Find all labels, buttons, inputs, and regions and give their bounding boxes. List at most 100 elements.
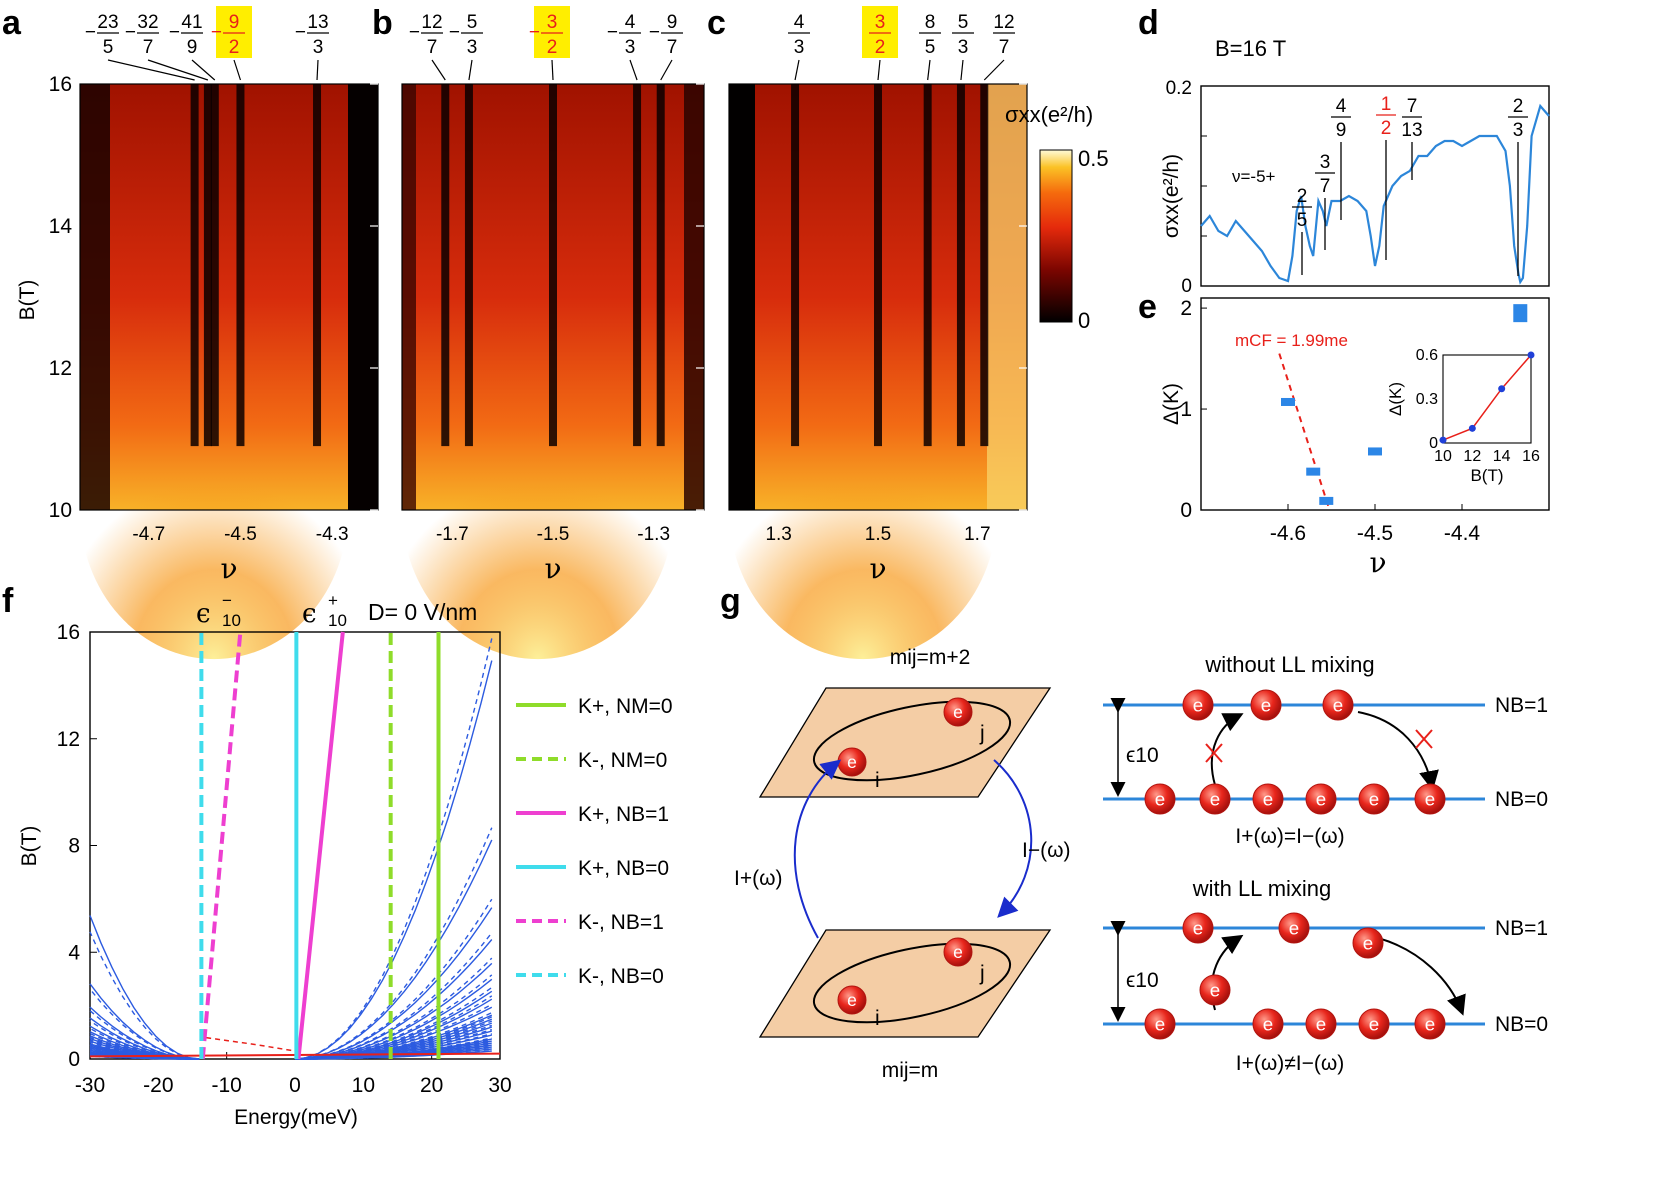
electron: e [1414,1008,1446,1040]
panel-label-a: a [2,4,22,42]
heatmap-minimum-stripe [633,84,642,447]
panel-f-eps-plus: ϵ + 10 [302,591,347,630]
landau-level-line [295,1045,492,1060]
fraction-label: 53 [952,12,974,81]
electron-label: e [1316,1013,1326,1034]
inset-x-tick: 12 [1463,448,1481,465]
gap-point [1368,447,1382,456]
fraction-denominator: 5 [925,37,936,58]
panel-f-y-tick: 16 [57,621,80,644]
panel-f-y-tick: 12 [57,728,80,751]
heatmap-minimum-stripe [549,84,557,447]
landau-level-line [294,1037,492,1060]
i-plus-arrow [793,759,842,939]
fraction-sign: − [125,22,136,43]
panel-e-points [1281,304,1528,505]
x-tick-label: -1.5 [537,524,570,545]
panel-f-x-tick: -10 [211,1074,241,1097]
panel-d-frame [1200,85,1550,287]
electron: e [1182,912,1214,944]
panel-label-g: g [720,582,741,620]
gap-point [1319,496,1334,505]
fraction-sign: − [295,22,306,43]
fraction-leader [191,59,216,81]
landau-level-line [294,827,493,1060]
inset-y-tick: 0.3 [1416,391,1438,408]
with-eps-label: ϵ10 [1126,969,1159,992]
fraction-label: −32 7 [125,12,209,81]
panel-f-eps-minus: ϵ − 10 [196,591,241,630]
panel-e-x-tick: -4.4 [1444,522,1481,545]
panel-f-landau-fan [89,638,501,1060]
fraction-denominator: 9 [1336,120,1347,141]
panel-e-y-tick: 0 [1180,499,1192,522]
heatmap-minimum-stripe [236,84,245,447]
fraction-sign: − [409,22,420,43]
electron-sphere [1252,1008,1284,1040]
panel-f-x-label: Energy(meV) [234,1106,358,1129]
electron: e [1322,689,1354,721]
x-tick-label: -4.7 [132,524,165,545]
panel-e-inset: 10 12 14 16 0 0.3 0.6 B(T) Δ(K) [1386,347,1540,485]
site-j: j [979,722,985,745]
fraction-label: −12 7 [409,12,446,81]
inset-point [1439,436,1447,444]
landau-level-line [295,1043,492,1060]
panel-f-x-tick: 30 [488,1074,511,1097]
panel-d-fraction: 12 [1376,94,1396,260]
landau-level-line [294,660,493,1060]
panel-f-x-tick: 20 [420,1074,443,1097]
x-axis-label: ν [869,552,886,585]
fraction-numerator: 7 [1407,96,1418,117]
x-tick-label: 1.7 [964,524,990,545]
fraction-denominator: 9 [187,37,198,58]
fraction-denominator: 2 [229,37,240,58]
fraction-sign: − [649,22,660,43]
fraction-denominator: 3 [313,37,324,58]
fraction-denominator: 2 [547,37,558,58]
panel-f-y-tick: 4 [68,941,80,964]
electron-sphere [1144,1008,1176,1040]
legend-label: K-, NM=0 [578,749,667,772]
electron: e [1305,1008,1337,1040]
inset-y-label: Δ(K) [1386,382,1405,416]
fraction-numerator: 13 [307,12,328,33]
without-nb0-label: NB=0 [1495,788,1548,811]
top-plane [758,687,1052,798]
fraction-denominator: 3 [1513,120,1524,141]
panel-f-x-tick: 10 [352,1074,375,1097]
panel-e-x-label: ν [1369,546,1386,579]
heatmap-b: -1.7 -1.5 -1.3ν− 127− 53− 32− 43− 97 [401,6,705,660]
eps-minus-symbol: ϵ [196,599,211,629]
electron-label: e [1369,1013,1379,1034]
fraction-leader [107,59,195,81]
with-title: with LL mixing [1192,876,1332,901]
panel-f-d-label: D= 0 V/nm [368,599,477,625]
landau-level-line [294,932,493,1060]
panel-d-field: B=16 T [1215,36,1286,61]
fraction-leader [794,59,800,81]
electron-label: e [953,942,963,962]
heatmap-edge [348,84,378,510]
fraction-denominator: 3 [794,37,805,58]
electron-label: e [1210,788,1220,809]
level-electrons: e e e e e e e e e e e e e e e e e e [1144,689,1446,1040]
heatmap-frame [79,83,379,511]
fraction-numerator: 9 [229,12,240,33]
panel-f-y-label: B(T) [18,826,41,867]
landau-level-line [294,957,493,1060]
x-axis-label: ν [544,552,561,585]
fraction-numerator: 12 [993,12,1014,33]
without-cross-down [1415,729,1433,749]
electron-sphere [1182,689,1214,721]
landau-level-line [294,1033,492,1060]
fraction-leader [927,59,931,81]
electron-sphere [1199,783,1231,815]
fraction-label: −41 9 [169,12,216,81]
fraction-highlight [862,6,898,58]
panel-e-fit-label: mCF = 1.99me [1235,331,1348,350]
fraction-denominator: 2 [1381,118,1392,139]
